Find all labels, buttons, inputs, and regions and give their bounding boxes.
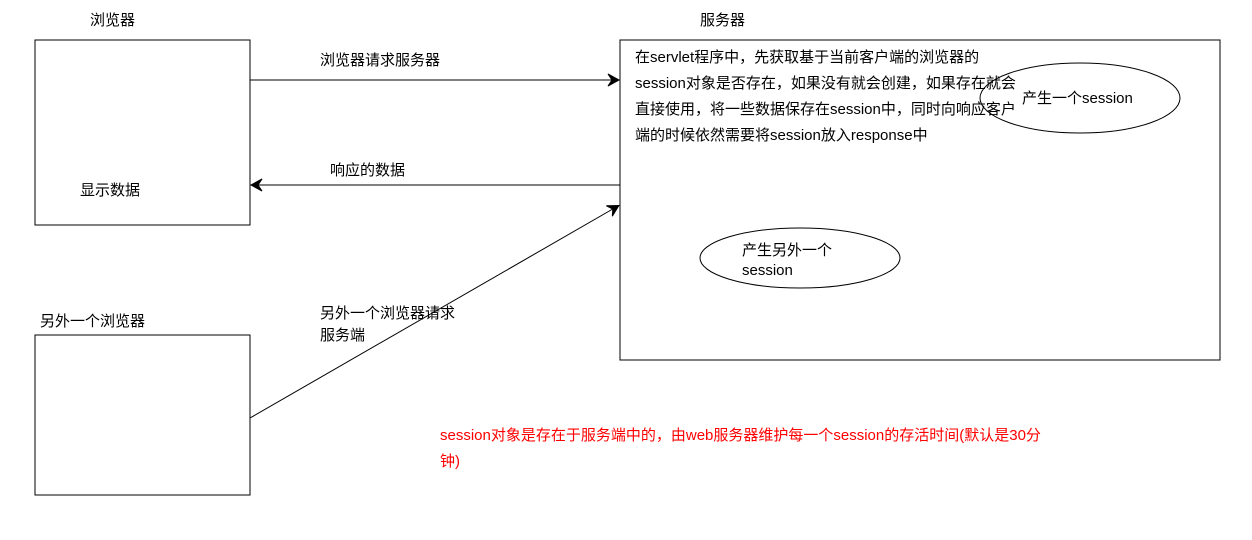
server-desc-line1: 在servlet程序中，先获取基于当前客户端的浏览器的 (635, 49, 979, 66)
arrow-request-label: 浏览器请求服务器 (320, 52, 440, 69)
note-line2: 钟) (440, 453, 460, 470)
display-data-label: 显示数据 (80, 182, 140, 199)
browser2-box (35, 335, 250, 495)
arrow-response-label: 响应的数据 (330, 161, 405, 179)
note-line1: session对象是存在于服务端中的，由web服务器维护每一个session的存… (440, 427, 1041, 444)
browser-title: 浏览器 (90, 12, 135, 29)
session-diagram: 浏览器 显示数据 服务器 在servlet程序中，先获取基于当前客户端的浏览器的… (0, 0, 1252, 540)
browser2-title: 另外一个浏览器 (40, 313, 145, 330)
server-desc-line3: 直接使用，将一些数据保存在session中，同时向响应客户 (635, 100, 1016, 118)
arrow-request2-label-line2: 服务端 (320, 327, 365, 344)
session2-ellipse-text-line1: 产生另外一个 (742, 242, 832, 259)
browser-box (35, 40, 250, 225)
server-desc-line2: session对象是否存在，如果没有就会创建，如果存在就会 (635, 75, 1016, 92)
server-title: 服务器 (700, 12, 745, 29)
session2-ellipse-text-line2: session (742, 262, 793, 279)
session1-ellipse-text: 产生一个session (1022, 90, 1133, 107)
server-desc-line4: 端的时候依然需要将session放入response中 (635, 127, 928, 144)
arrow-request2-label-line1: 另外一个浏览器请求 (320, 305, 455, 322)
